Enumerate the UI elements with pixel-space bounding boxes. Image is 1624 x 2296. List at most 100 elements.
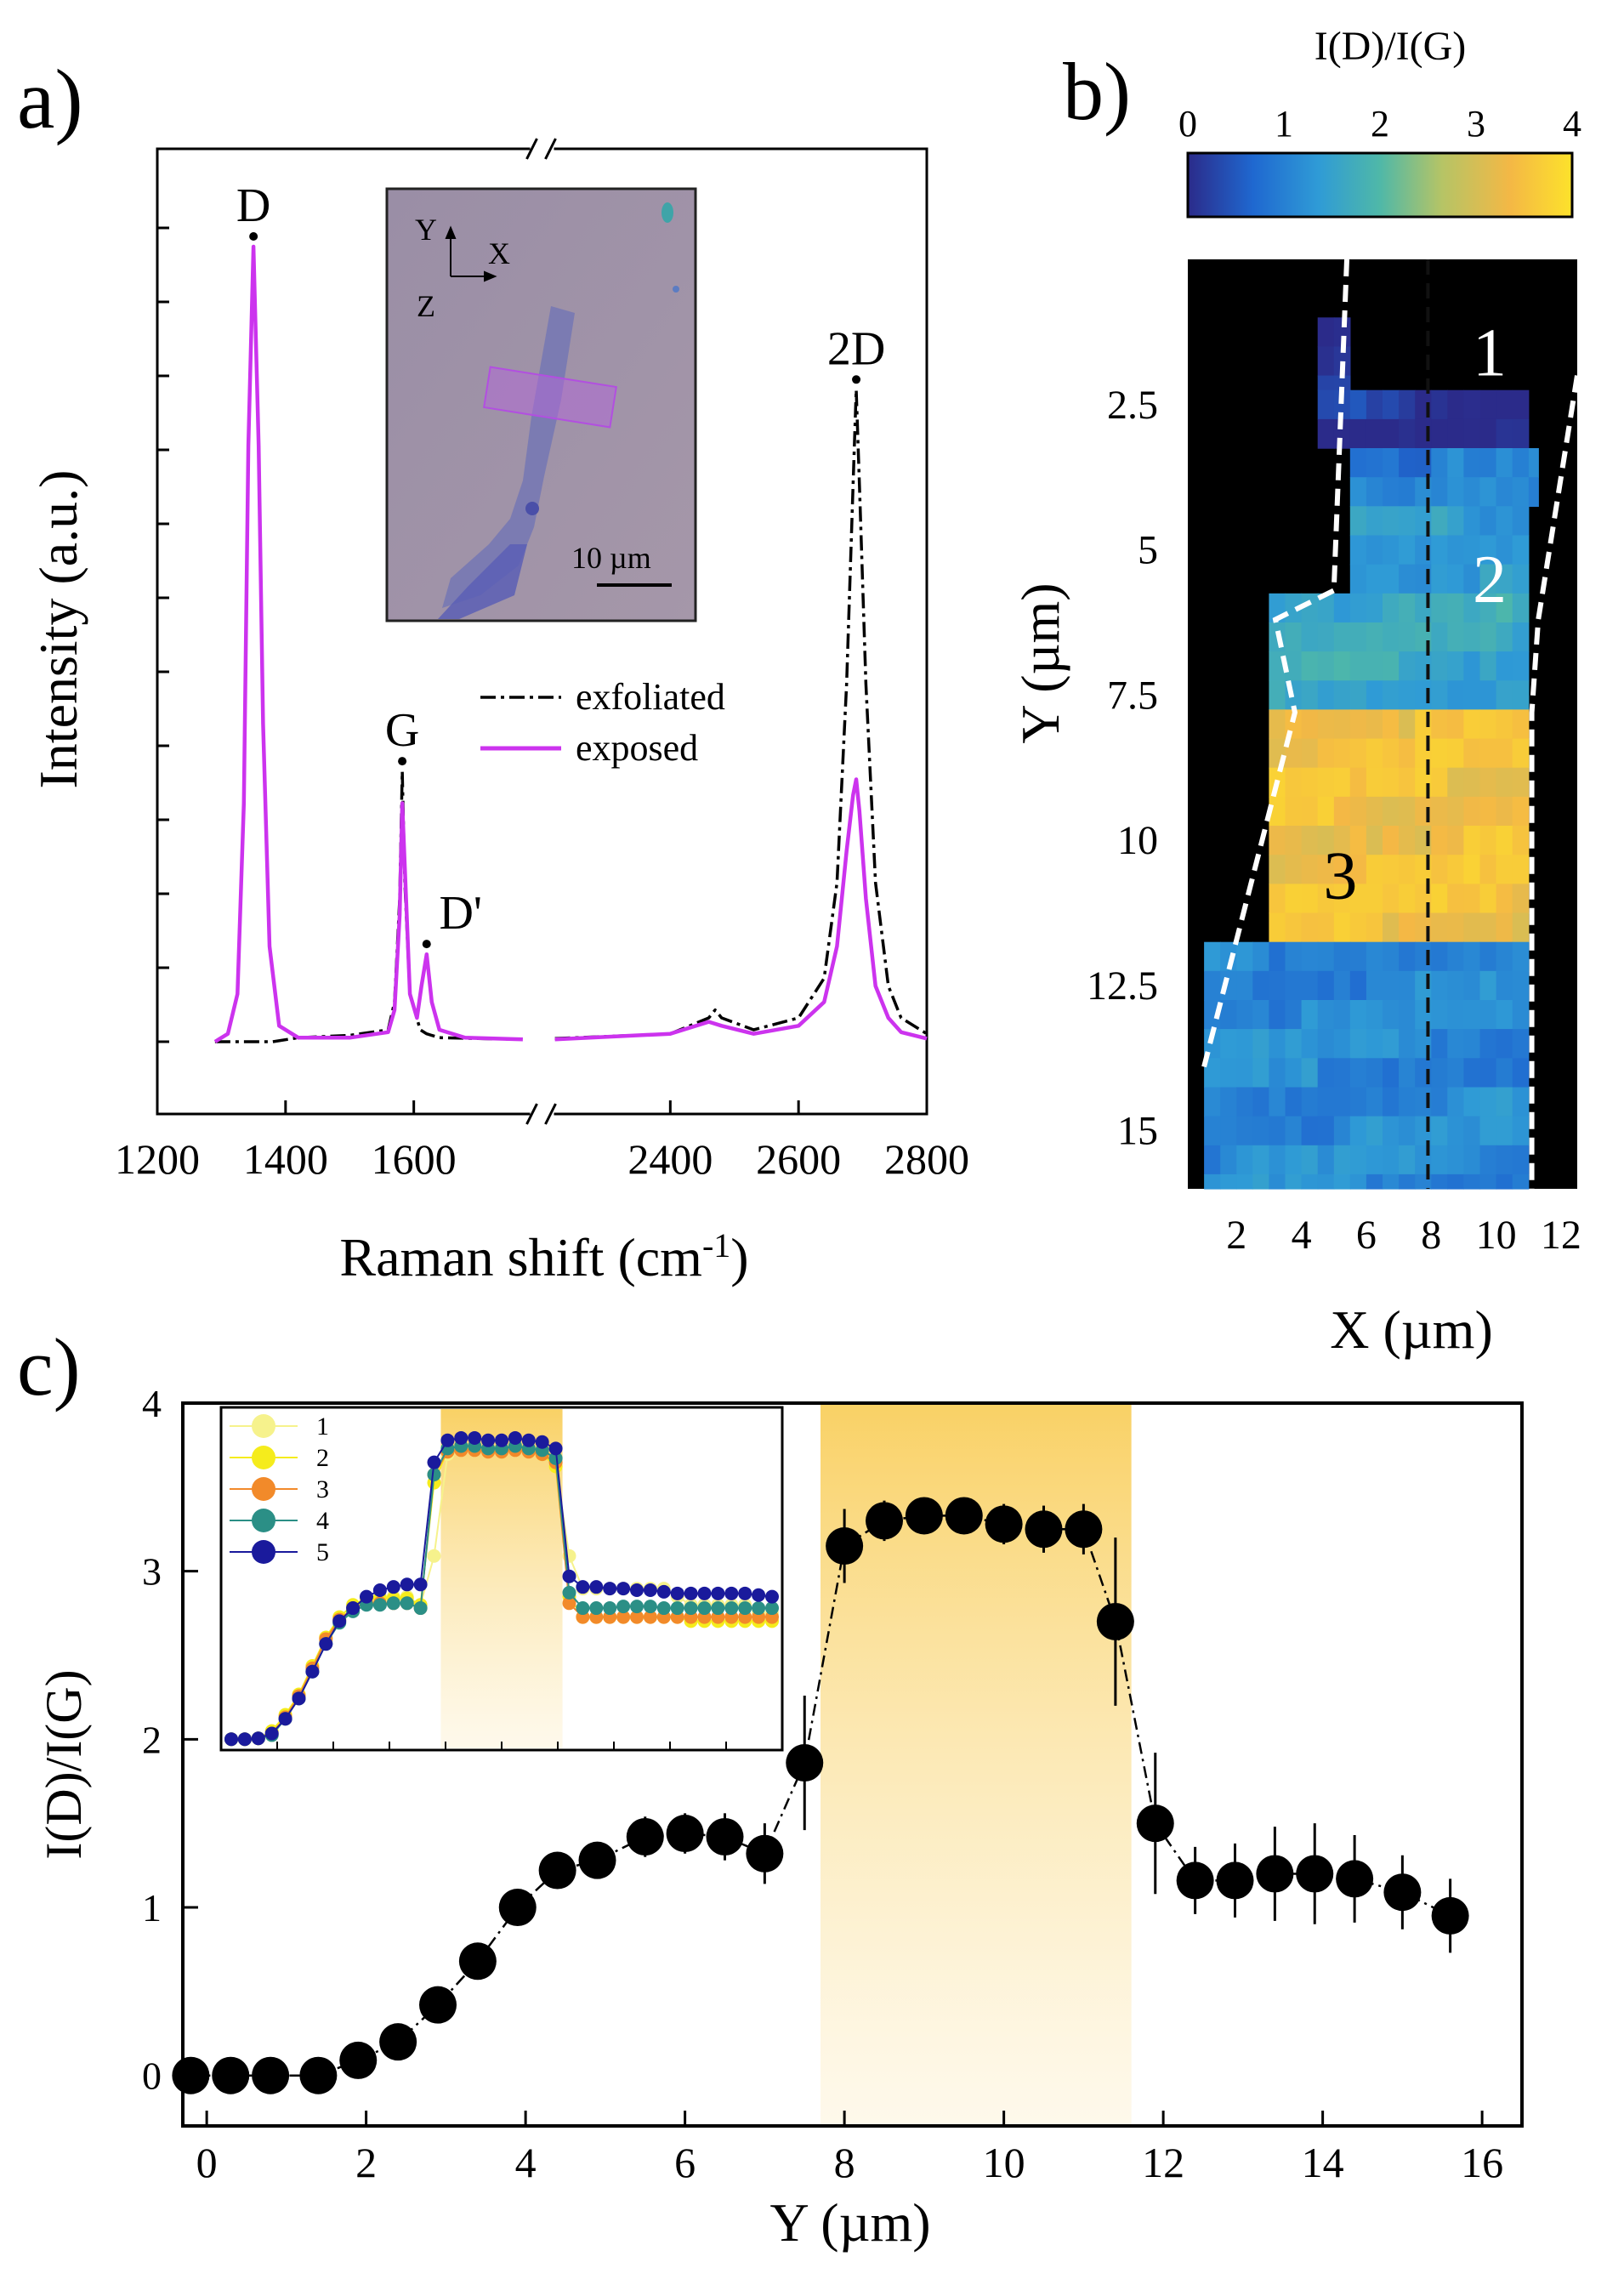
data-point: [1336, 1860, 1374, 1898]
heatmap-cell: [1447, 389, 1464, 420]
inset-point-1: [427, 1549, 441, 1563]
heatmap-cell: [1479, 680, 1497, 711]
data-point: [299, 2056, 338, 2094]
heatmap-cell: [1349, 1029, 1367, 1059]
heatmap-cell: [1317, 1029, 1335, 1059]
heatmap-cell: [1349, 970, 1367, 1001]
heatmap-cell: [1349, 448, 1367, 478]
heatmap-cell: [1399, 506, 1416, 537]
inset-point-4: [765, 1601, 779, 1616]
heatmap-cell: [1301, 709, 1319, 740]
inset-legend-label-1: 1: [316, 1412, 329, 1441]
heatmap-cell: [1496, 477, 1513, 507]
heatmap-cell: [1349, 564, 1367, 594]
heatmap-cell: [1301, 884, 1319, 914]
heatmap-cell: [1528, 448, 1539, 478]
panel-a-plot: 1200 1400 1600 2400 2600 2800 Intensity (a.u.)…: [28, 138, 969, 1287]
data-point: [945, 1497, 983, 1535]
heatmap-cell: [1383, 941, 1400, 972]
xtick-label-a-2400: 2400: [627, 1135, 713, 1183]
heatmap-cell: [1431, 564, 1448, 594]
xlabel-c: Y (µm): [769, 2192, 930, 2253]
panel-b-label: b): [1063, 46, 1131, 137]
flake-spot: [662, 202, 673, 223]
heatmap-cell: [1496, 796, 1513, 827]
heatmap-cell: [1512, 1058, 1530, 1088]
heatmap-cell: [1317, 796, 1335, 827]
inset-legend-marker-1: [252, 1414, 275, 1438]
heatmap-cell: [1252, 1087, 1269, 1117]
heatmap-cell: [1269, 970, 1286, 1001]
heatmap-cell: [1252, 1145, 1269, 1175]
xlabel-b: X (µm): [1330, 1299, 1493, 1360]
heatmap-cell: [1383, 680, 1400, 711]
heatmap-cell: [1528, 477, 1539, 507]
heatmap-cell: [1463, 1029, 1481, 1059]
data-point: [1025, 1510, 1063, 1549]
inset-point-4: [372, 1598, 387, 1612]
heatmap-cell: [1463, 506, 1481, 537]
data-point: [1431, 1896, 1469, 1935]
heatmap-cell: [1252, 1000, 1269, 1030]
heatmap-cell: [1301, 680, 1319, 711]
heatmap-cell: [1463, 1000, 1481, 1030]
heatmap-cell: [1512, 796, 1530, 827]
heatmap-cell: [1236, 970, 1253, 1001]
heatmap-cell: [1463, 593, 1481, 623]
heatmap-cell: [1479, 1174, 1497, 1190]
heatmap-cell: [1349, 477, 1367, 507]
data-point: [866, 1502, 903, 1540]
inset-point-4: [413, 1601, 428, 1616]
heatmap-cell: [1496, 1145, 1513, 1175]
colorbar-tick-2: 2: [1371, 103, 1389, 145]
heatmap-cell: [1447, 1145, 1464, 1175]
ytick-label-c-2: 2: [142, 1718, 162, 1761]
heatmap-cell: [1383, 767, 1400, 798]
heatmap-cell: [1366, 506, 1383, 537]
inset-point-5: [237, 1732, 252, 1747]
heatmap-cell: [1431, 796, 1448, 827]
heatmap-cell: [1512, 651, 1530, 681]
inset-point-5: [292, 1691, 306, 1706]
ytick-label-b-15: 15: [1117, 1109, 1158, 1154]
heatmap-cell: [1301, 767, 1319, 798]
heatmap-cell: [1383, 912, 1400, 943]
heatmap-cell: [1447, 738, 1464, 769]
heatmap-cell: [1496, 564, 1513, 594]
heatmap-cell: [1399, 855, 1416, 884]
heatmap-cell: [1333, 738, 1351, 769]
heatmap-cell: [1431, 1116, 1448, 1146]
heatmap-cell: [1269, 826, 1286, 855]
inset-legend-label-4: 4: [316, 1507, 329, 1535]
inset-point-5: [535, 1435, 549, 1449]
heatmap-cell: [1431, 1145, 1448, 1175]
heatmap-cell: [1366, 593, 1383, 623]
inset-point-5: [264, 1726, 279, 1741]
heatmap-cell: [1220, 1087, 1237, 1117]
heatmap-cell: [1399, 535, 1416, 565]
inset-legend-marker-4: [252, 1509, 275, 1532]
data-point: [706, 1818, 744, 1856]
inset-point-5: [305, 1664, 320, 1679]
heatmap-cell: [1496, 884, 1513, 914]
legend-label-exposed: exposed: [576, 727, 698, 769]
heatmap-cell: [1269, 1116, 1286, 1146]
xtick-label-c-10: 10: [983, 2139, 1025, 2186]
data-point: [252, 2056, 290, 2094]
inset-point-4: [400, 1596, 414, 1611]
heatmap-cell: [1383, 593, 1400, 623]
heatmap-cell: [1496, 535, 1513, 565]
heatmap-cell: [1383, 622, 1400, 652]
inset-point-5: [372, 1583, 387, 1597]
heatmap-cell: [1496, 506, 1513, 537]
heatmap-cell: [1399, 1087, 1416, 1117]
heatmap-cell: [1463, 826, 1481, 855]
heatmap-cell: [1366, 418, 1383, 449]
inset-point-5: [360, 1589, 373, 1604]
heatmap-cell: [1285, 826, 1303, 855]
data-point: [1383, 1873, 1422, 1912]
heatmap-cell: [1349, 651, 1367, 681]
heatmap-cell: [1463, 1058, 1481, 1088]
